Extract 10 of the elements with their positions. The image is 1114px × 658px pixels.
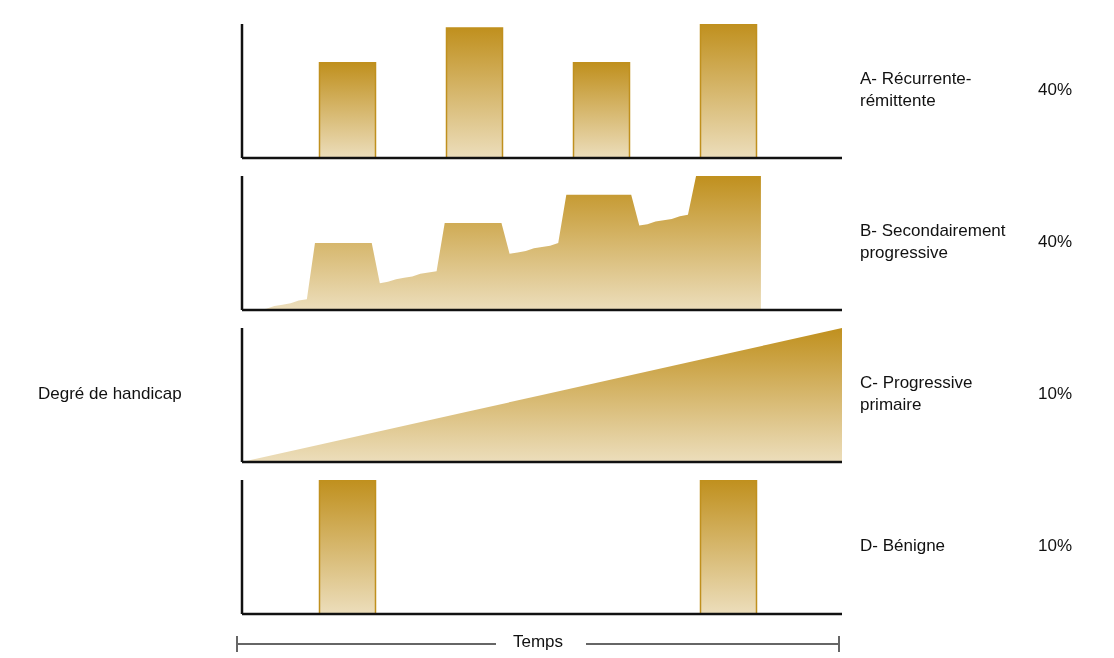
text: D- Bénigne xyxy=(860,534,947,557)
text: B- Secondairement progressive xyxy=(860,219,1007,264)
text: 40% xyxy=(1038,80,1073,100)
text: 10% xyxy=(1038,384,1073,404)
text: A- Récurrente-rémittente xyxy=(860,67,973,112)
y-axis-title: Degré de handicap xyxy=(38,384,182,403)
text: 40% xyxy=(1038,232,1073,252)
x-axis-title: Temps xyxy=(511,632,565,652)
text: 10% xyxy=(1038,536,1073,556)
text: C- Progressive primaire xyxy=(860,371,974,416)
